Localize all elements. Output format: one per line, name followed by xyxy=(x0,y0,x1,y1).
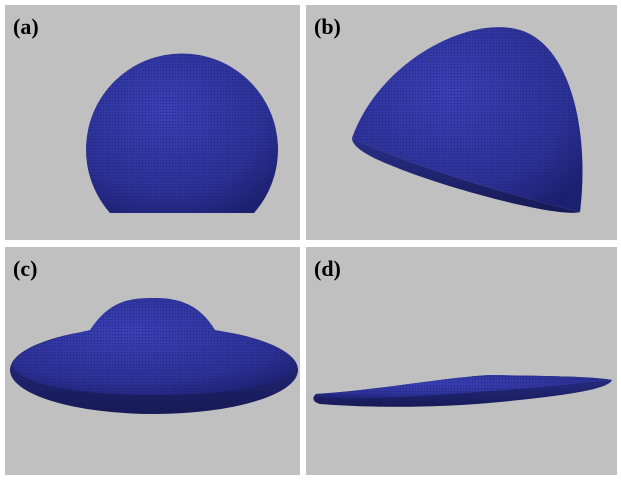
figure: (a) (b) (c) (d) xyxy=(0,0,621,480)
panel-label: (a) xyxy=(13,14,39,39)
panel-label: (b) xyxy=(314,14,341,39)
panel-label: (d) xyxy=(314,256,341,281)
page: (a) (b) (c) (d) (() => { const data = JS… xyxy=(0,0,621,480)
panel xyxy=(306,247,617,475)
panel-label: (c) xyxy=(13,256,37,281)
